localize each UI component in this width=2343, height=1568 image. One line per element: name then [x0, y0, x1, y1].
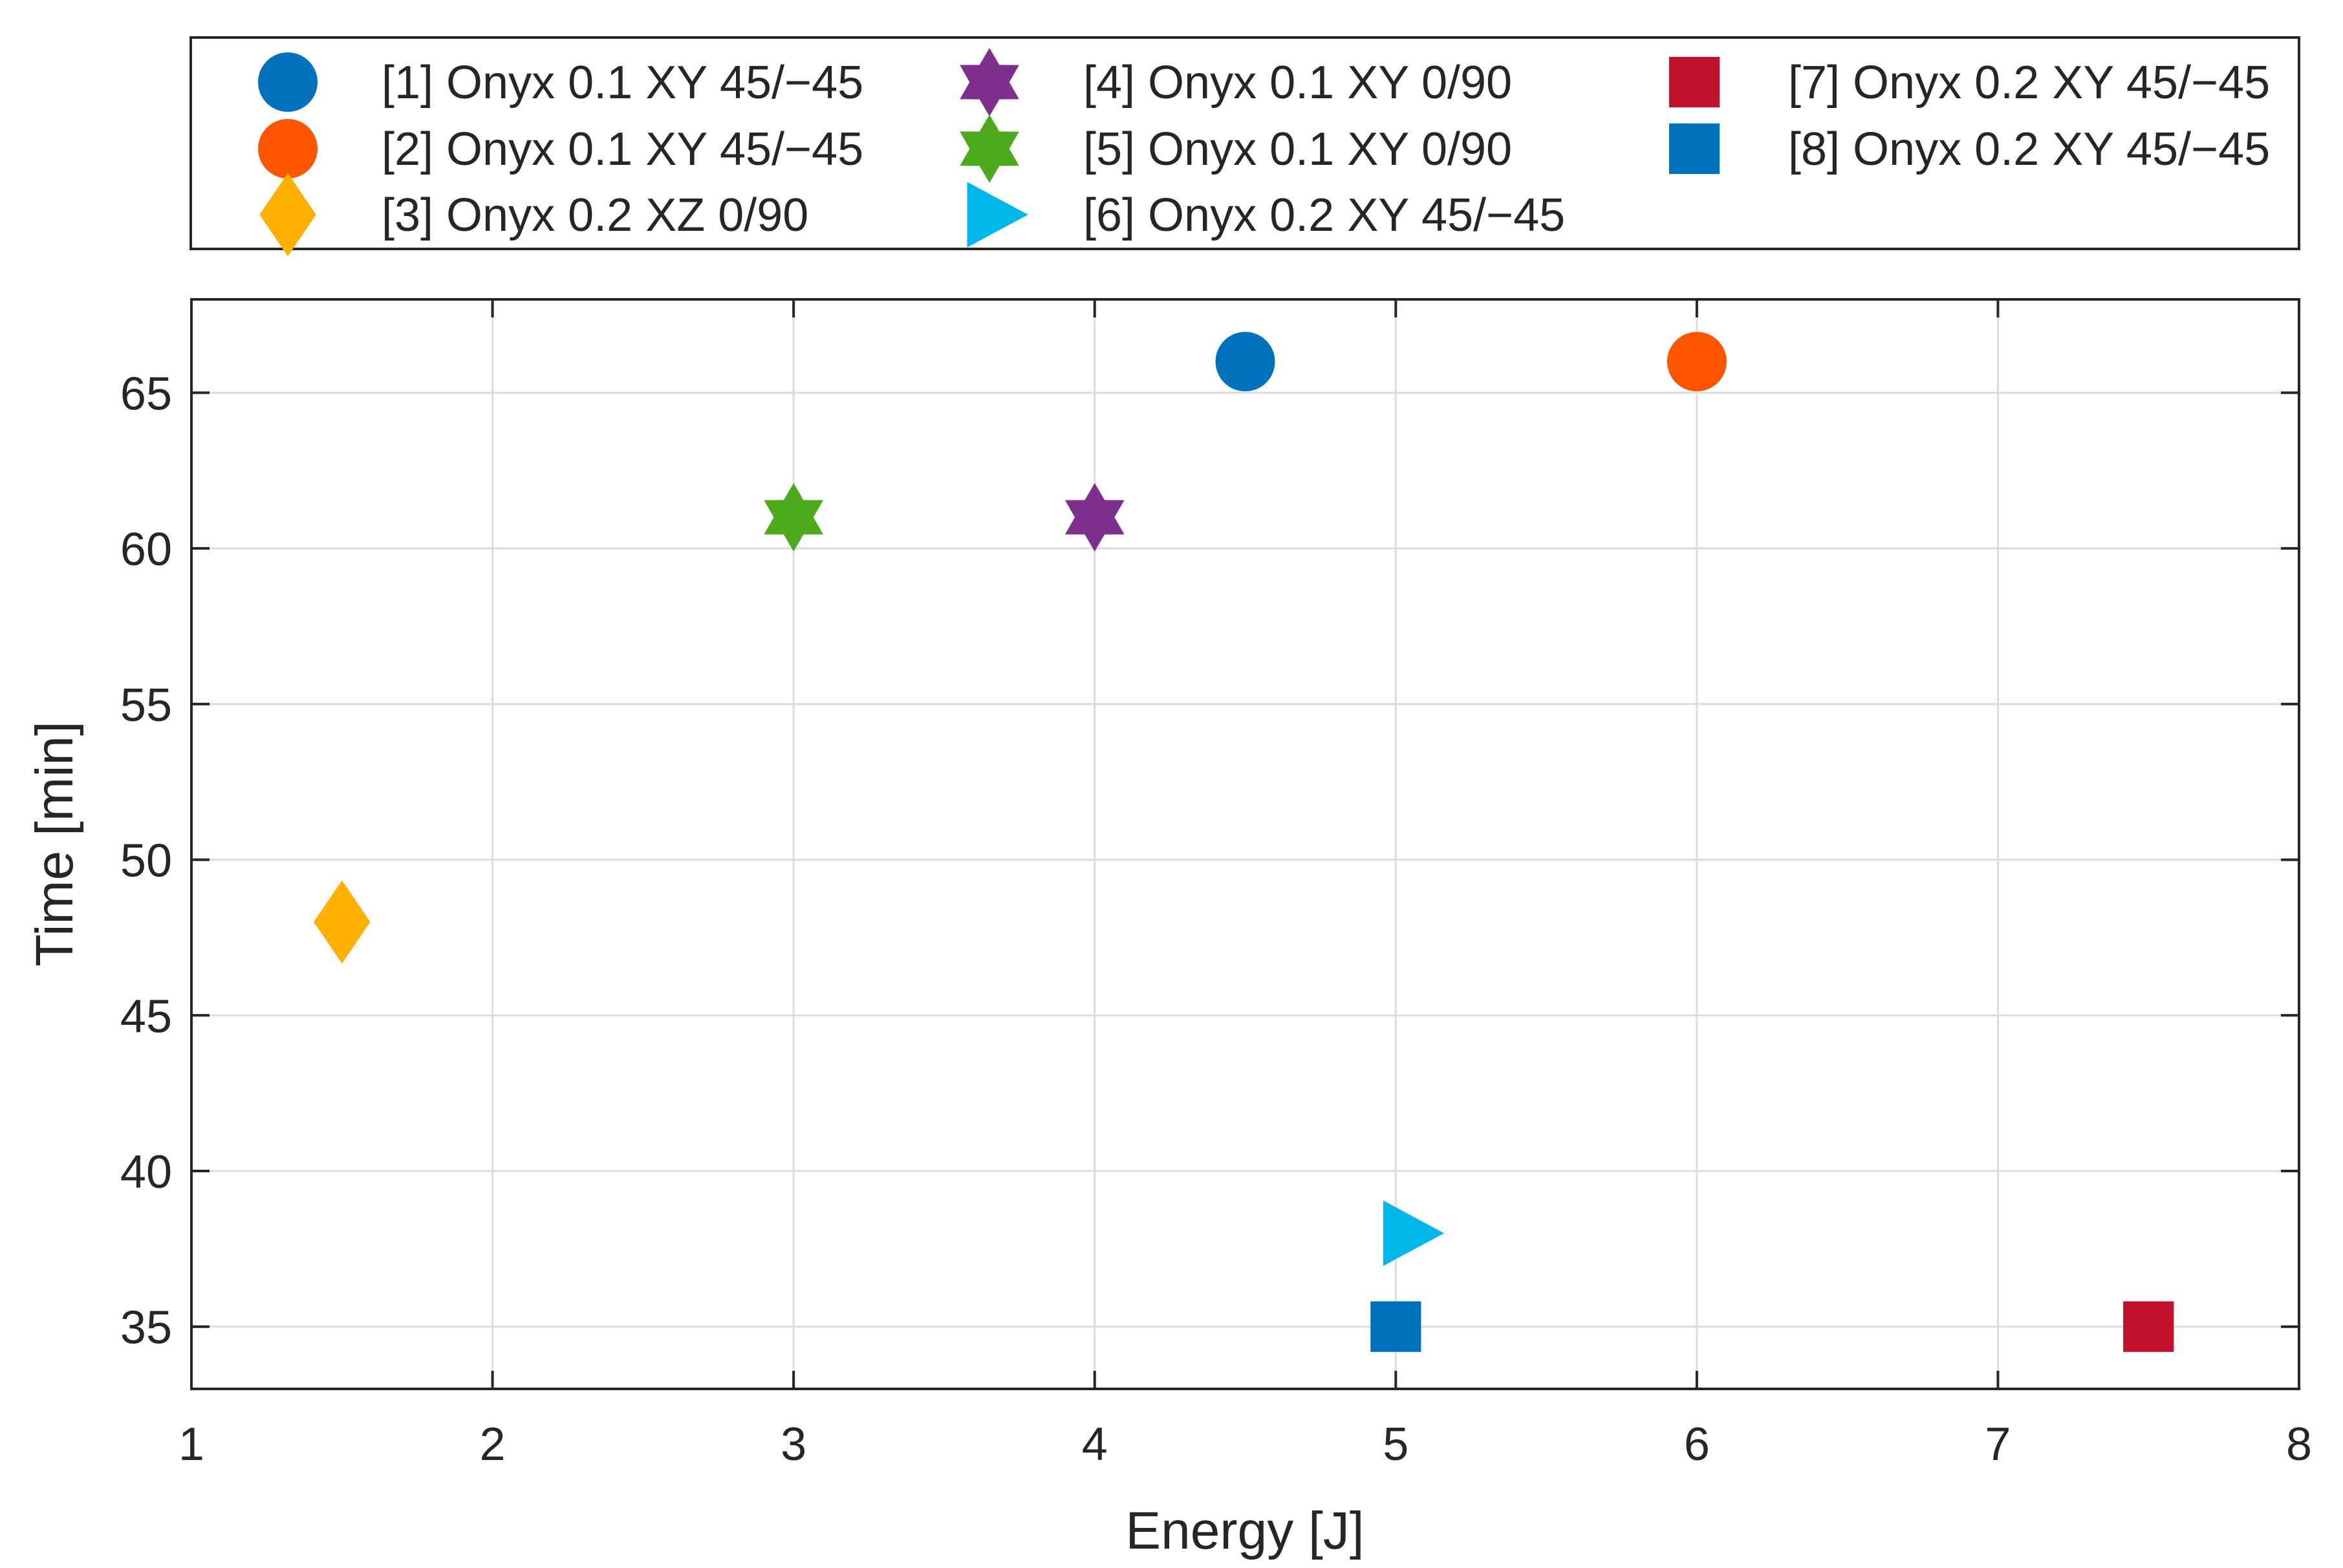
x-axis-label: Energy [J] [1125, 1501, 1364, 1560]
y-tick-label: 40 [120, 1146, 172, 1198]
legend-marker-8 [1668, 123, 1720, 175]
x-tick-label: 6 [1684, 1419, 1710, 1470]
y-tick-label: 45 [120, 991, 172, 1042]
y-tick-label: 60 [120, 524, 172, 575]
y-tick-label: 65 [120, 368, 172, 420]
y-tick-label: 50 [120, 835, 172, 887]
data-point-series-5 [764, 483, 823, 552]
data-point-series-2 [1667, 332, 1727, 392]
ticks [190, 299, 2300, 1389]
legend-marker-3 [259, 173, 316, 257]
x-tick-label: 8 [2286, 1419, 2312, 1470]
legend-box [189, 36, 2300, 250]
legend-marker-4 [960, 48, 1019, 116]
legend-marker-2 [258, 119, 318, 178]
legend-marker-7 [1668, 56, 1720, 108]
data-point-series-1 [1215, 332, 1275, 392]
legend-label-7: [7] Onyx 0.2 XY 45/−45 [1788, 57, 2270, 109]
x-tick-label: 1 [178, 1419, 204, 1470]
data-point-series-8 [1370, 1301, 1421, 1352]
legend-label-6: [6] Onyx 0.2 XY 45/−45 [1083, 189, 1565, 241]
data-point-series-7 [2123, 1301, 2174, 1352]
legend: [1] Onyx 0.1 XY 45/−45 [2] Onyx 0.1 XY 45… [189, 36, 2300, 257]
data-point-series-3 [314, 880, 371, 964]
legend-label-1: [1] Onyx 0.1 XY 45/−45 [382, 57, 863, 109]
legend-label-5: [5] Onyx 0.1 XY 0/90 [1083, 124, 1512, 175]
data-point-series-6 [1383, 1200, 1445, 1266]
legend-label-2: [2] Onyx 0.1 XY 45/−45 [382, 124, 863, 175]
legend-label-3: [3] Onyx 0.2 XZ 0/90 [382, 189, 808, 241]
x-tick-label: 7 [1985, 1419, 2011, 1470]
legend-marker-1 [258, 52, 318, 112]
y-tick-label: 35 [120, 1302, 172, 1354]
y-tick-label: 55 [120, 680, 172, 731]
data-point-series-4 [1064, 483, 1125, 552]
legend-label-8: [8] Onyx 0.2 XY 45/−45 [1788, 124, 2270, 175]
x-tick-label: 2 [480, 1419, 506, 1470]
y-axis-label: Time [min] [25, 721, 84, 967]
plot-frame [190, 298, 2300, 1390]
legend-marker-5 [960, 114, 1019, 183]
x-tick-label: 5 [1383, 1419, 1409, 1470]
grid [191, 299, 2299, 1389]
legend-label-4: [4] Onyx 0.1 XY 0/90 [1083, 57, 1512, 109]
legend-marker-6 [967, 182, 1028, 248]
plot-background [191, 299, 2299, 1389]
data-markers [314, 332, 2174, 1352]
x-tick-label: 3 [781, 1419, 806, 1470]
x-tick-label: 4 [1082, 1419, 1108, 1470]
